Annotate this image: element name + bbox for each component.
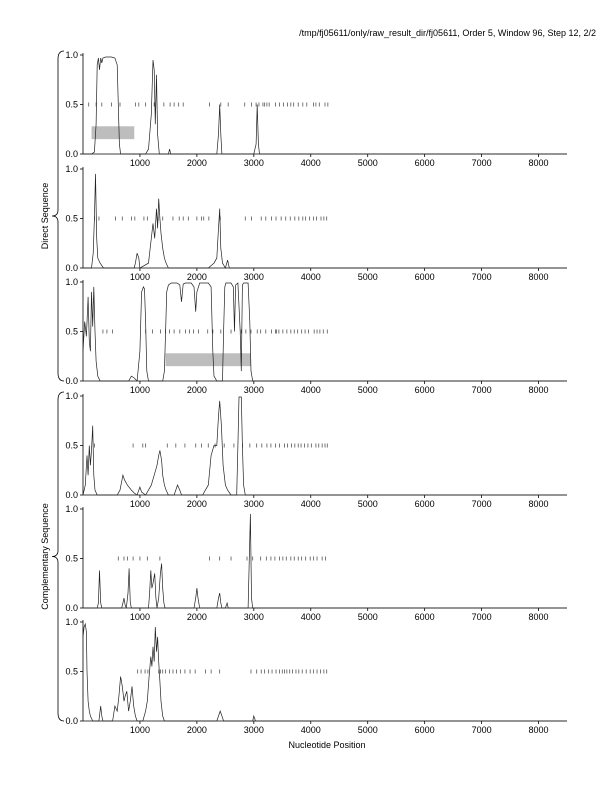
panel-comp-2: 0.0 0.5 1.0 1000 2000 3000 4000 5000 6000 7000 800… (65, 504, 567, 622)
x-tick-label: 8000 (529, 499, 549, 509)
x-tick-label: 1000 (130, 499, 150, 509)
x-tick-label: 5000 (358, 158, 378, 168)
series-line (83, 56, 567, 155)
x-tick-label: 1000 (130, 725, 150, 735)
x-tick-label: 5000 (358, 385, 378, 395)
x-tick-label: 4000 (301, 272, 321, 282)
x-tick-label: 8000 (529, 612, 549, 622)
x-tick-label: 1000 (130, 158, 150, 168)
series-line (82, 396, 567, 496)
y-tick-label: 0.5 (65, 327, 78, 337)
x-tick-label: 1000 (130, 612, 150, 622)
y-tick-label: 1.0 (65, 617, 78, 627)
x-tick-label: 7000 (472, 612, 492, 622)
region-box (91, 126, 135, 140)
panel-comp-1: 0.0 0.5 1.0 1000 2000 3000 4000 5000 6000 7000 800… (65, 391, 567, 509)
group-label: Complementary Sequence (40, 503, 50, 610)
x-tick-label: 2000 (187, 725, 207, 735)
y-tick-label: 0.5 (65, 100, 78, 110)
group-label: Direct Sequence (40, 183, 50, 250)
y-tick-label: 1.0 (65, 50, 78, 60)
y-tick-label: 0.0 (65, 263, 78, 273)
x-tick-label: 4000 (301, 158, 321, 168)
series-line (83, 173, 567, 269)
group-brace (51, 50, 65, 382)
x-tick-label: 7000 (472, 158, 492, 168)
x-tick-label: 2000 (187, 612, 207, 622)
x-tick-label: 6000 (415, 725, 435, 735)
x-tick-label: 4000 (301, 725, 321, 735)
x-tick-label: 4000 (301, 612, 321, 622)
x-tick-label: 3000 (244, 612, 264, 622)
y-tick-label: 1.0 (65, 504, 78, 514)
x-tick-label: 4000 (301, 499, 321, 509)
x-tick-label: 3000 (244, 725, 264, 735)
x-tick-label: 7000 (472, 725, 492, 735)
x-tick-label: 8000 (529, 385, 549, 395)
y-tick-label: 0.5 (65, 554, 78, 564)
x-tick-label: 6000 (415, 612, 435, 622)
x-axis-label: Nucleotide Position (288, 740, 365, 750)
x-tick-label: 6000 (415, 499, 435, 509)
y-tick-label: 0.0 (65, 603, 78, 613)
x-tick-label: 7000 (472, 272, 492, 282)
x-tick-label: 2000 (187, 385, 207, 395)
y-tick-label: 0.5 (65, 667, 78, 677)
x-tick-label: 5000 (358, 612, 378, 622)
x-tick-label: 5000 (358, 725, 378, 735)
y-tick-label: 1.0 (65, 391, 78, 401)
series-line (82, 282, 567, 382)
panel-direct-2: 0.0 0.5 1.0 1000 2000 3000 4000 5000 6000 7000 800… (65, 164, 567, 282)
x-tick-label: 1000 (130, 272, 150, 282)
y-tick-label: 0.0 (65, 716, 78, 726)
panel-direct-1: 0.0 0.5 1.0 1000 2000 3000 4000 5000 6000 7000 800… (65, 50, 567, 168)
y-tick-label: 0.0 (65, 149, 78, 159)
x-tick-label: 1000 (130, 385, 150, 395)
x-tick-label: 7000 (472, 385, 492, 395)
y-tick-label: 1.0 (65, 277, 78, 287)
figure-header-title: /tmp/fj05611/only/raw_result_dir/fj05611… (299, 28, 596, 38)
x-tick-label: 2000 (187, 272, 207, 282)
x-tick-label: 5000 (358, 272, 378, 282)
y-tick-label: 1.0 (65, 164, 78, 174)
y-tick-label: 0.5 (65, 441, 78, 451)
x-tick-label: 3000 (244, 385, 264, 395)
x-tick-label: 4000 (301, 385, 321, 395)
x-tick-label: 3000 (244, 272, 264, 282)
x-tick-label: 5000 (358, 499, 378, 509)
region-box (165, 353, 251, 367)
x-tick-label: 6000 (415, 385, 435, 395)
x-tick-label: 3000 (244, 158, 264, 168)
x-tick-label: 7000 (472, 499, 492, 509)
x-tick-label: 8000 (529, 158, 549, 168)
panel-direct-3: 0.0 0.5 1.0 1000 2000 3000 4000 5000 6000 7000 800… (65, 277, 567, 395)
x-tick-label: 2000 (187, 499, 207, 509)
series-line (82, 622, 567, 722)
y-tick-label: 0.5 (65, 214, 78, 224)
x-tick-label: 3000 (244, 499, 264, 509)
x-tick-label: 6000 (415, 272, 435, 282)
series-line (83, 513, 567, 609)
y-tick-label: 0.0 (65, 376, 78, 386)
group-brace (51, 391, 65, 722)
x-tick-label: 8000 (529, 725, 549, 735)
x-tick-label: 2000 (187, 158, 207, 168)
y-tick-label: 0.0 (65, 490, 78, 500)
x-tick-label: 8000 (529, 272, 549, 282)
panel-comp-3: 0.0 0.5 1.0 1000 2000 3000 4000 5000 6000 7000 800… (65, 617, 567, 735)
x-tick-label: 6000 (415, 158, 435, 168)
